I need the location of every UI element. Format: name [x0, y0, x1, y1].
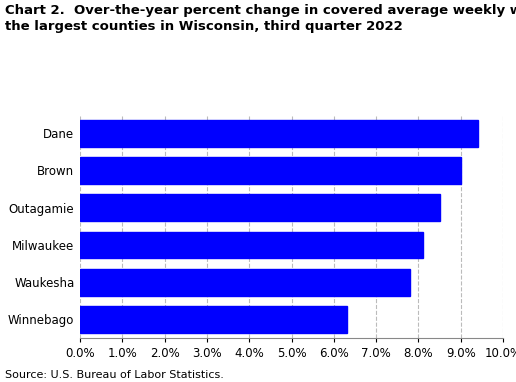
Bar: [80, 306, 347, 333]
Bar: [80, 194, 440, 221]
Bar: [80, 269, 410, 296]
Bar: [80, 120, 478, 147]
Text: Source: U.S. Bureau of Labor Statistics.: Source: U.S. Bureau of Labor Statistics.: [5, 370, 224, 380]
Bar: [80, 157, 461, 184]
Bar: [80, 231, 423, 258]
Text: Chart 2.  Over-the-year percent change in covered average weekly wages among
the: Chart 2. Over-the-year percent change in…: [5, 4, 516, 33]
